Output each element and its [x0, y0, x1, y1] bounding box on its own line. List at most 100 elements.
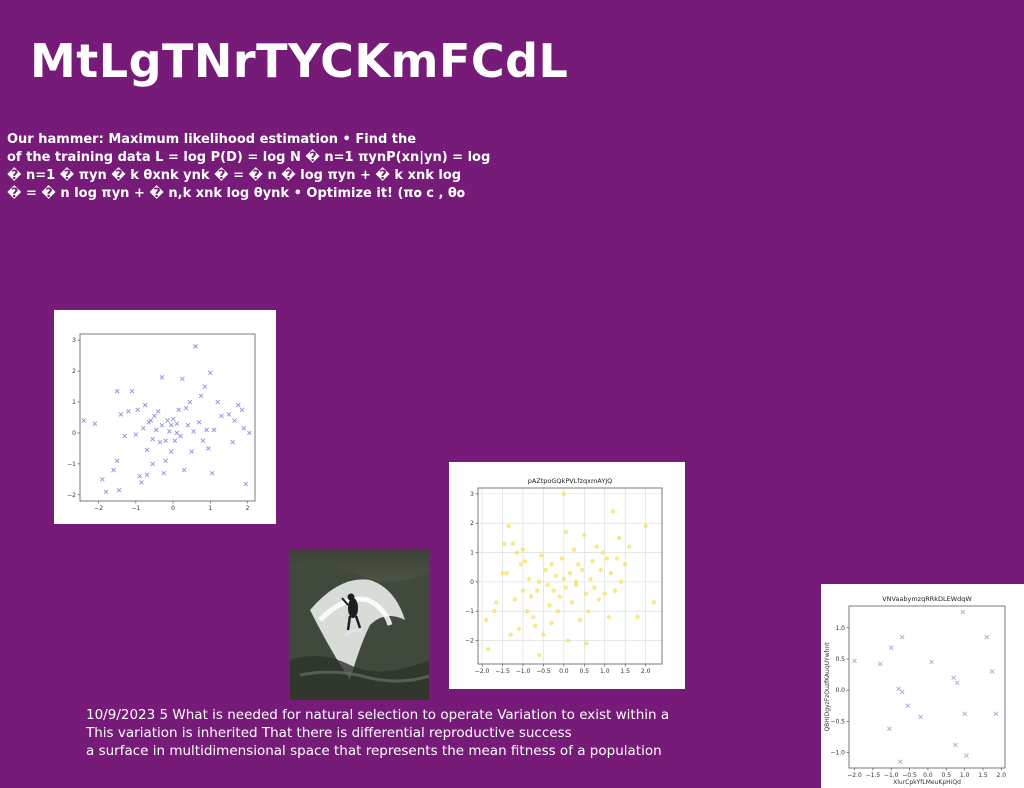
chart-1-ytick-label: −1	[67, 461, 76, 468]
chart-2-point	[516, 626, 522, 631]
chart-2-point	[616, 535, 622, 541]
body-line: � = � n log πyn + � n,k xnk log θynk • O…	[7, 186, 465, 201]
scatter-chart-3-svg: −2.0 −1.5 −1.0 −0.5 0.0 0.5 1.0 1.5 2.0−1.0−0.50…	[824, 595, 1006, 786]
chart-2-point	[553, 573, 558, 579]
footer-line: This variation is inherited That there i…	[86, 725, 572, 741]
chart-2-xtick-label: 0.0	[559, 668, 569, 675]
chart-2-point	[492, 609, 497, 614]
chart-2-point	[600, 550, 605, 555]
chart-2-point	[545, 582, 550, 587]
chart-2-point	[586, 609, 591, 614]
chart-2-point	[582, 532, 587, 538]
chart-3-point	[898, 759, 903, 765]
chart-2-point	[559, 556, 565, 561]
chart-2-point	[520, 547, 526, 552]
chart-3-point	[852, 658, 857, 664]
chart-1-plot-frame	[79, 333, 256, 502]
chart-1-point	[232, 418, 237, 423]
chart-2-point	[514, 550, 520, 555]
chart-2-ytick-label: 1	[470, 550, 474, 557]
chart-2-point	[543, 567, 548, 573]
chart-1-point	[155, 408, 161, 414]
chart-1-ytick-label: 1	[72, 399, 76, 406]
chart-3-point	[960, 609, 966, 615]
chart-1-point	[148, 418, 154, 423]
chart-2-point	[606, 614, 612, 620]
chart-1-point	[180, 376, 185, 382]
chart-3-point	[899, 634, 905, 640]
footer-line: 10/9/2023 5 What is needed for natural s…	[86, 707, 670, 723]
chart-1-point	[135, 407, 141, 413]
chart-1-ytick-label: −2	[67, 492, 76, 499]
chart-1-point	[103, 489, 109, 495]
chart-1-point	[198, 393, 204, 399]
chart-3-ytick-label: −0.5	[830, 718, 845, 725]
chart-1-point	[185, 422, 191, 428]
chart-2-point	[541, 632, 546, 637]
chart-2-ytick-label: 3	[470, 491, 474, 498]
chart-3-point	[951, 675, 956, 680]
chart-1-ytick-label: 0	[72, 430, 76, 437]
body-text: Our hammer: Maximum likelihood estimatio…	[7, 131, 527, 203]
chart-2-point	[563, 585, 569, 590]
chart-1-point	[168, 449, 174, 454]
chart-1-point	[163, 438, 168, 444]
body-line: Our hammer: Maximum likelihood estimatio…	[7, 132, 417, 147]
chart-1-point	[159, 374, 165, 380]
chart-1-point	[191, 429, 196, 434]
chart-2-point	[567, 570, 573, 576]
chart-1-point	[150, 436, 155, 442]
chart-3-xtick-label: −0.5	[902, 772, 917, 779]
chart-1-point	[230, 439, 235, 445]
chart-1-point	[157, 439, 163, 445]
chart-1-point	[165, 418, 170, 423]
chart-3-xlabel: XlurCpkYfLMeuKpHiQd	[893, 779, 961, 786]
chart-1-point	[241, 426, 247, 431]
chart-1-point	[154, 427, 159, 433]
chart-1-point	[176, 407, 181, 413]
chart-1-point	[174, 421, 180, 427]
chart-2-xtick-label: 0.5	[580, 668, 590, 675]
body-line: of the training data L = log P(D) = log …	[7, 150, 491, 165]
chart-1-point	[152, 413, 157, 419]
chart-1-point	[161, 470, 167, 476]
chart-2-point	[590, 559, 595, 564]
chart-2-xtick-label: −2.0	[475, 668, 490, 675]
chart-1-point	[219, 413, 224, 419]
chart-1-point	[137, 473, 142, 479]
chart-1-xtick-label: 2	[246, 505, 250, 512]
chart-3-ytick-label: 0.5	[835, 656, 845, 663]
chart-2-point	[555, 609, 560, 614]
chart-1-point	[111, 467, 116, 473]
chart-3-ytick-label: 0.0	[835, 687, 845, 694]
chart-3-title: VNVaabymzqRRkDLEWdqW	[882, 595, 972, 603]
chart-2-point	[512, 597, 517, 602]
chart-2-point	[594, 544, 599, 549]
chart-1-point	[189, 449, 195, 454]
chart-3-ytick-label: 1.0	[835, 625, 845, 632]
chart-3-xtick-label: 0.0	[923, 772, 933, 779]
chart-1-point	[100, 477, 105, 482]
chart-1-point	[144, 447, 150, 453]
chart-2-point	[549, 620, 554, 626]
chart-1-point	[172, 438, 178, 444]
chart-2-point	[573, 579, 579, 585]
chart-1-point	[142, 402, 148, 408]
chart-1-point	[208, 370, 213, 375]
chart-3-point	[905, 703, 911, 709]
chart-2-point	[588, 576, 593, 582]
chart-3-point	[964, 753, 969, 758]
surfer-photo	[290, 550, 429, 700]
chart-3-point	[954, 680, 960, 685]
chart-3-point	[896, 686, 901, 692]
chart-2-point	[547, 603, 552, 608]
chart-2-xtick-label: −1.0	[516, 668, 531, 675]
chart-1-point	[163, 458, 168, 464]
surfer-photo-image	[290, 566, 429, 700]
chart-3-point	[993, 711, 999, 717]
chart-3-point	[888, 645, 894, 651]
chart-1-point	[196, 419, 202, 425]
chart-2-point	[565, 638, 571, 643]
chart-1-point	[209, 470, 215, 476]
chart-3-xtick-label: 0.5	[941, 772, 951, 779]
